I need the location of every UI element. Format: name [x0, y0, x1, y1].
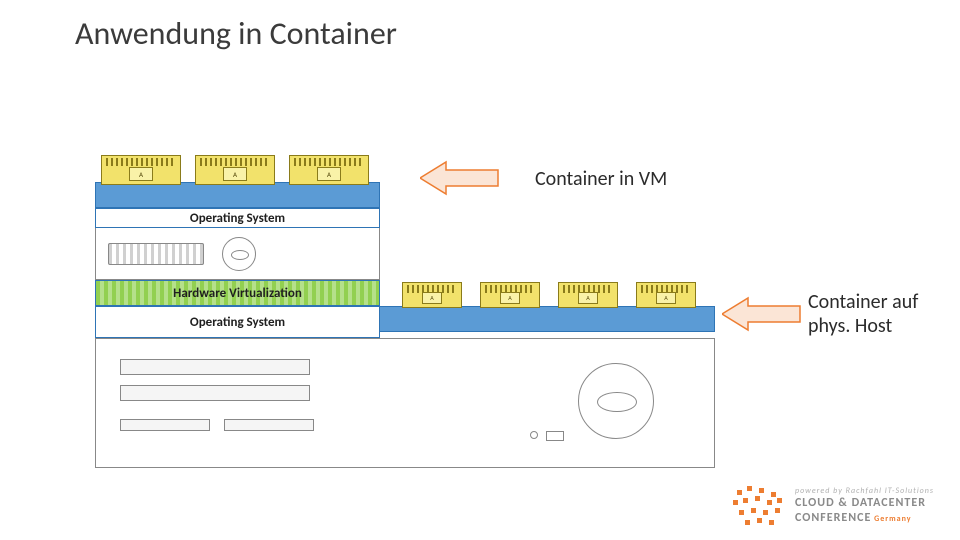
- vm-stack: A A A Operating System Hardware Virtualiza…: [95, 155, 380, 306]
- logo-text: powered by Rachfahl IT-Solutions CLOUD &…: [795, 486, 934, 526]
- container-app-label: A: [500, 292, 520, 304]
- logo-line1: CLOUD & DATACENTER: [795, 496, 926, 510]
- footer-logo: powered by Rachfahl IT-Solutions CLOUD &…: [731, 486, 934, 526]
- vm-container-row: AAA: [95, 155, 380, 185]
- container-box: A: [402, 282, 462, 308]
- vm-blue-bar: [95, 182, 380, 208]
- container-box: A: [289, 155, 369, 185]
- container-app-label: A: [422, 292, 442, 304]
- container-app-label: A: [317, 167, 341, 181]
- container-box: A: [480, 282, 540, 308]
- phys-led: [530, 431, 538, 439]
- hw-virt-label: Hardware Virtualization: [173, 286, 302, 301]
- vm-os-bar: Operating System: [95, 208, 380, 228]
- phys-disc: [578, 363, 654, 439]
- vm-hardware: [95, 228, 380, 280]
- powered-by: powered by Rachfahl IT-Solutions: [795, 486, 934, 496]
- hw-virt-bar: Hardware Virtualization: [95, 280, 380, 306]
- container-app-label: A: [656, 292, 676, 304]
- annotation-host: Container auf phys. Host: [808, 290, 948, 338]
- host-os-bar: Operating System: [95, 306, 380, 338]
- container-box: A: [195, 155, 275, 185]
- container-app-label: A: [129, 167, 153, 181]
- logo-line2: CONFERENCE: [795, 511, 871, 525]
- phys-button: [546, 431, 564, 441]
- container-app-label: A: [578, 292, 598, 304]
- vm-os-label: Operating System: [190, 211, 285, 226]
- arrow-to-host: [722, 296, 802, 332]
- phys-bay: [120, 419, 210, 431]
- page-title: Anwendung in Container: [75, 14, 397, 53]
- physical-server: [95, 338, 715, 468]
- diagram-stage: A A A Operating System Hardware Virtualiza…: [95, 155, 715, 468]
- container-box: A: [101, 155, 181, 185]
- vm-hw-disc: [222, 237, 256, 271]
- phys-bay: [224, 419, 314, 431]
- container-box: A: [558, 282, 618, 308]
- logo-dots: [731, 486, 785, 526]
- container-app-label: A: [223, 167, 247, 181]
- host-os-label: Operating System: [190, 315, 285, 330]
- container-box: A: [636, 282, 696, 308]
- logo-country: Germany: [874, 514, 911, 524]
- phys-bay: [120, 385, 310, 401]
- host-container-row: AAAA: [402, 282, 696, 308]
- phys-bay: [120, 359, 310, 375]
- vm-hw-slot: [108, 243, 204, 265]
